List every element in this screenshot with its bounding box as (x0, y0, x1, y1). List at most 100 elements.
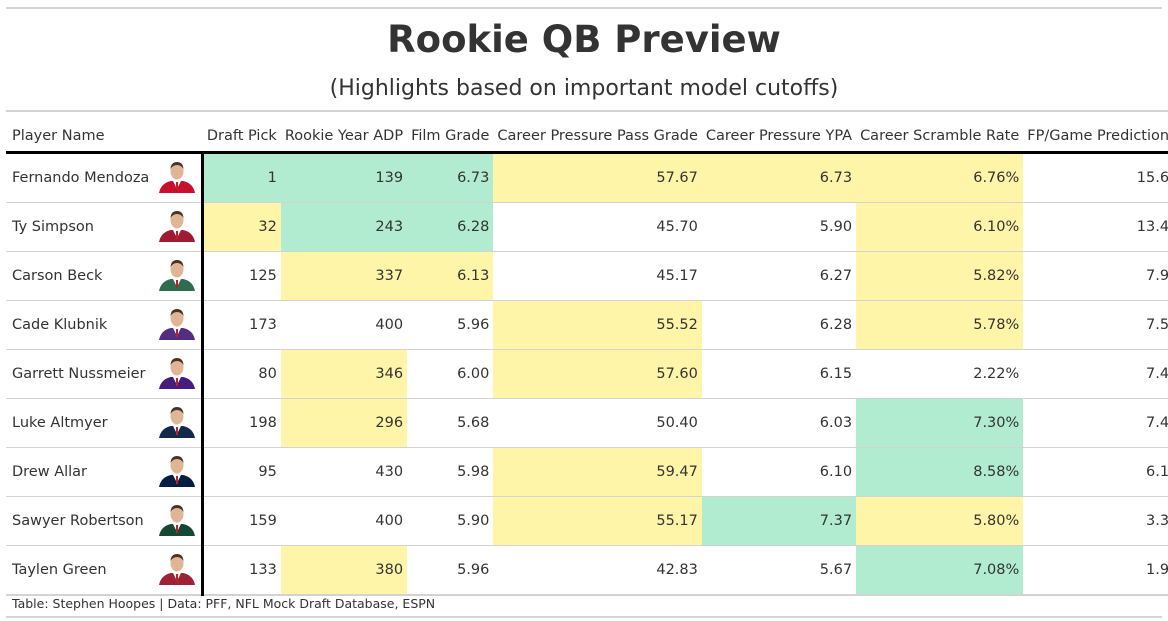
cell-fp-prediction: 7.4 (1023, 398, 1168, 448)
player-headshot (153, 300, 205, 350)
cell-scramble-rate: 2.22% (856, 349, 1024, 399)
source-note: Table: Stephen Hoopes | Data: PFF, NFL M… (12, 596, 436, 611)
cell-fp-prediction: 1.9 (1023, 545, 1168, 596)
col-header-film-grade: Film Grade (407, 111, 494, 154)
col-header-player-name: Player Name (6, 111, 203, 154)
cell-adp: 400 (280, 496, 408, 546)
cell-adp: 430 (280, 447, 408, 497)
col-header-pressure-ypa: Career Pressure YPA (701, 111, 857, 154)
cell-draft-pick: 80 (202, 349, 281, 399)
headshot-icon (159, 309, 196, 340)
col-header-adp: Rookie Year ADP (280, 111, 408, 154)
cell-pressure-ypa: 5.90 (701, 202, 857, 252)
cell-pressure-pass-grade: 45.70 (493, 202, 702, 252)
cell-film-grade: 6.13 (407, 251, 494, 301)
table-row: Sawyer Robertson 159 400 5.90 55.17 7.37 5.80%… (6, 496, 1168, 546)
headshot-icon (159, 162, 196, 193)
cell-draft-pick: 32 (202, 202, 281, 252)
cell-draft-pick: 1 (202, 152, 281, 203)
cell-adp: 400 (280, 300, 408, 350)
cell-scramble-rate: 6.10% (856, 202, 1024, 252)
cell-film-grade: 5.98 (407, 447, 494, 497)
table-row: Drew Allar 95 430 5.98 59.47 6.10 8.58% 6.1 (6, 447, 1168, 497)
cell-scramble-rate: 5.82% (856, 251, 1024, 301)
cell-fp-prediction: 6.1 (1023, 447, 1168, 497)
cell-adp: 337 (280, 251, 408, 301)
player-headshot (153, 398, 205, 448)
cell-scramble-rate: 8.58% (856, 447, 1024, 497)
cell-draft-pick: 125 (202, 251, 281, 301)
player-headshot (153, 349, 205, 399)
cell-draft-pick: 95 (202, 447, 281, 497)
cell-pressure-ypa: 6.03 (701, 398, 857, 448)
bottom-rule (6, 616, 1162, 618)
cell-adp: 243 (280, 202, 408, 252)
cell-pressure-pass-grade: 59.47 (493, 447, 702, 497)
cell-scramble-rate: 7.30% (856, 398, 1024, 448)
table-row: Taylen Green 133 380 5.96 42.83 5.67 7.08% 1.9 (6, 545, 1168, 596)
table-row: Fernando Mendoza 1 139 6.73 57.67 6.73 6.76% 15… (6, 152, 1168, 203)
cell-pressure-ypa: 5.67 (701, 545, 857, 596)
table-row: Luke Altmyer 198 296 5.68 50.40 6.03 7.30% 7.4 (6, 398, 1168, 448)
cell-fp-prediction: 7.4 (1023, 349, 1168, 399)
player-name: Luke Altmyer (6, 398, 154, 448)
headshot-icon (159, 358, 196, 389)
cell-pressure-ypa: 6.15 (701, 349, 857, 399)
headshot-icon (159, 456, 196, 487)
cell-pressure-pass-grade: 55.52 (493, 300, 702, 350)
cell-pressure-pass-grade: 50.40 (493, 398, 702, 448)
cell-pressure-ypa: 6.28 (701, 300, 857, 350)
cell-pressure-ypa: 6.10 (701, 447, 857, 497)
headshot-icon (159, 260, 196, 291)
table-row: Cade Klubnik 173 400 5.96 55.52 6.28 5.78% 7.5 (6, 300, 1168, 350)
cell-draft-pick: 198 (202, 398, 281, 448)
cell-film-grade: 6.28 (407, 202, 494, 252)
cell-pressure-ypa: 7.37 (701, 496, 857, 546)
table-row: Garrett Nussmeier 80 346 6.00 57.60 6.15 2.22%… (6, 349, 1168, 399)
cell-pressure-ypa: 6.73 (701, 152, 857, 203)
cell-draft-pick: 159 (202, 496, 281, 546)
table-row: Carson Beck 125 337 6.13 45.17 6.27 5.82% 7.9 (6, 251, 1168, 301)
headshot-icon (159, 211, 196, 242)
subtitle: (Highlights based on important model cut… (329, 76, 839, 101)
cell-film-grade: 5.96 (407, 545, 494, 596)
player-headshot (153, 251, 205, 301)
cell-pressure-ypa: 6.27 (701, 251, 857, 301)
cell-film-grade: 5.90 (407, 496, 494, 546)
top-rule (6, 7, 1162, 9)
cell-scramble-rate: 5.80% (856, 496, 1024, 546)
player-name: Carson Beck (6, 251, 154, 301)
player-headshot (153, 152, 205, 203)
cell-film-grade: 6.73 (407, 152, 494, 203)
cell-scramble-rate: 5.78% (856, 300, 1024, 350)
cell-fp-prediction: 7.5 (1023, 300, 1168, 350)
player-headshot (153, 496, 205, 546)
qb-table: Player Name Draft Pick Rookie Year ADP F… (6, 110, 1168, 596)
cell-pressure-pass-grade: 55.17 (493, 496, 702, 546)
player-name: Drew Allar (6, 447, 154, 497)
headshot-icon (159, 407, 196, 438)
cell-adp: 380 (280, 545, 408, 596)
player-name: Fernando Mendoza (6, 152, 154, 203)
cell-fp-prediction: 7.9 (1023, 251, 1168, 301)
cell-scramble-rate: 7.08% (856, 545, 1024, 596)
player-name: Garrett Nussmeier (6, 349, 154, 399)
cell-adp: 296 (280, 398, 408, 448)
cell-pressure-pass-grade: 45.17 (493, 251, 702, 301)
cell-film-grade: 6.00 (407, 349, 494, 399)
header-row: Player Name Draft Pick Rookie Year ADP F… (6, 111, 1168, 154)
cell-scramble-rate: 6.76% (856, 152, 1024, 203)
player-name: Cade Klubnik (6, 300, 154, 350)
player-headshot (153, 202, 205, 252)
col-header-draft-pick: Draft Pick (202, 111, 281, 154)
player-headshot (153, 447, 205, 497)
player-name: Ty Simpson (6, 202, 154, 252)
page-title: Rookie QB Preview (387, 18, 781, 61)
cell-fp-prediction: 15.6 (1023, 152, 1168, 203)
cell-adp: 346 (280, 349, 408, 399)
col-header-fp-prediction: FP/Game Prediction (1023, 111, 1168, 154)
player-headshot (153, 545, 205, 596)
headshot-icon (159, 554, 196, 585)
col-header-pressure-pass-grade: Career Pressure Pass Grade (493, 111, 702, 154)
